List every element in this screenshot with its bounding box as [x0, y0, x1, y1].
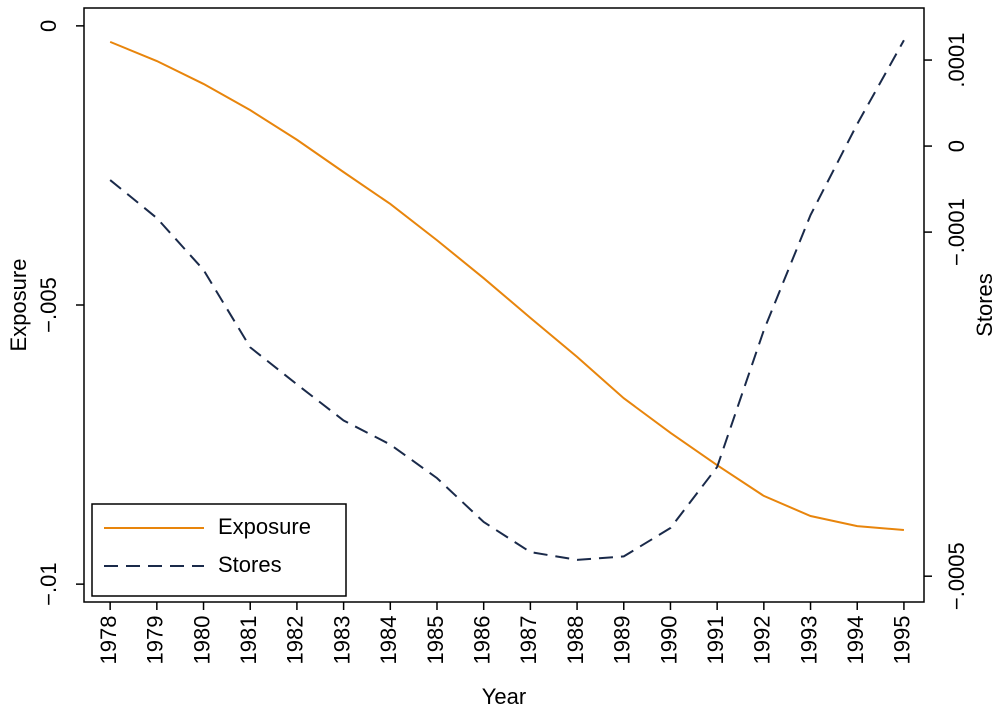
y2-tick-label: 0 — [944, 140, 969, 152]
x-tick-label: 1991 — [703, 616, 728, 665]
x-tick-label: 1986 — [470, 616, 495, 665]
x-tick-label: 1995 — [890, 616, 915, 665]
x-tick-label: 1988 — [563, 616, 588, 665]
x-axis-label: Year — [482, 684, 526, 709]
y2-axis-label: Stores — [972, 273, 997, 337]
x-tick-label: 1984 — [376, 616, 401, 665]
y-tick-label: −.01 — [36, 562, 61, 605]
x-tick-label: 1987 — [516, 616, 541, 665]
x-tick-label: 1979 — [143, 616, 168, 665]
series-line — [109, 39, 905, 561]
x-tick-label: 1980 — [189, 616, 214, 665]
legend-label: Stores — [218, 552, 282, 577]
x-tick-label: 1994 — [843, 616, 868, 665]
y-tick-label: −.005 — [36, 277, 61, 333]
x-tick-label: 1981 — [236, 616, 261, 665]
x-tick-label: 1983 — [329, 616, 354, 665]
x-tick-label: 1978 — [96, 616, 121, 665]
x-tick-label: 1985 — [423, 616, 448, 665]
y2-tick-label: −.0005 — [944, 542, 969, 610]
y2-tick-label: −.0001 — [944, 198, 969, 266]
legend-box — [91, 503, 347, 597]
x-tick-label: 1993 — [796, 616, 821, 665]
y-axis-label: Exposure — [6, 259, 31, 352]
series-line — [109, 40, 905, 531]
x-tick-label: 1982 — [283, 616, 308, 665]
y-tick-label: 0 — [36, 20, 61, 32]
x-tick-label: 1989 — [610, 616, 635, 665]
x-tick-label: 1990 — [656, 616, 681, 665]
y2-tick-label: .0001 — [944, 33, 969, 88]
legend-label: Exposure — [218, 514, 311, 539]
x-tick-label: 1992 — [750, 616, 775, 665]
